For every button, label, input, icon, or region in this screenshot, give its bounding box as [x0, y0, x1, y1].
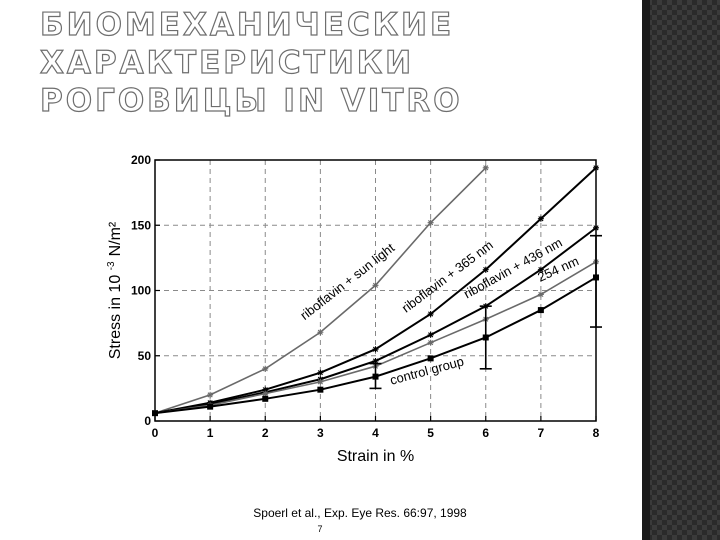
data-point	[372, 282, 379, 289]
data-point	[207, 391, 214, 398]
data-point	[593, 224, 599, 231]
data-point	[593, 164, 599, 171]
data-point	[482, 266, 489, 273]
page-number: 7	[317, 524, 323, 534]
y-tick-label: 150	[131, 218, 151, 232]
y-tick-label: 50	[138, 349, 152, 363]
data-point	[482, 164, 489, 171]
x-tick-label: 0	[152, 426, 159, 440]
series-1	[152, 164, 489, 417]
x-tick-label: 1	[207, 426, 214, 440]
data-point	[317, 329, 324, 336]
decorative-side-panel	[642, 0, 720, 540]
data-point	[372, 346, 379, 353]
slide-title: Биомеханические характеристики роговицы …	[39, 6, 463, 119]
data-point	[372, 357, 379, 364]
data-point	[427, 355, 434, 362]
data-point	[207, 403, 214, 410]
data-point	[537, 307, 544, 314]
data-point	[427, 219, 434, 226]
data-point	[537, 215, 544, 222]
y-axis-label: Stress in 10 -3N/m²	[106, 221, 124, 359]
x-tick-label: 3	[317, 426, 324, 440]
data-point	[427, 310, 434, 317]
y-tick-label: 0	[144, 414, 151, 428]
series-label: riboflavin + sun light	[297, 240, 397, 323]
data-point	[262, 365, 269, 372]
y-tick-label: 100	[131, 284, 151, 298]
data-point	[317, 369, 324, 376]
stress-strain-chart: 0 1 2 3 4 5 6 7 8 0 50 100 150 200 Strain in % Stress i…	[106, 153, 602, 465]
data-point	[317, 378, 324, 385]
data-point	[427, 339, 434, 346]
x-tick-label: 7	[538, 426, 545, 440]
x-tick-label: 6	[482, 426, 489, 440]
data-point	[537, 291, 544, 298]
x-tick-label: 4	[372, 426, 379, 440]
y-tick-label: 200	[131, 153, 151, 167]
data-point	[152, 410, 158, 417]
x-axis-label: Strain in %	[337, 448, 414, 465]
x-tick-label: 2	[262, 426, 269, 440]
citation: Spoerl et al., Exp. Eye Res. 66:97, 1998	[253, 506, 467, 520]
data-point	[317, 386, 324, 393]
data-point	[537, 266, 544, 273]
data-point	[262, 395, 269, 402]
data-point	[262, 390, 269, 397]
x-tick-label: 5	[427, 426, 434, 440]
data-point	[427, 331, 434, 338]
x-tick-label: 8	[593, 426, 600, 440]
